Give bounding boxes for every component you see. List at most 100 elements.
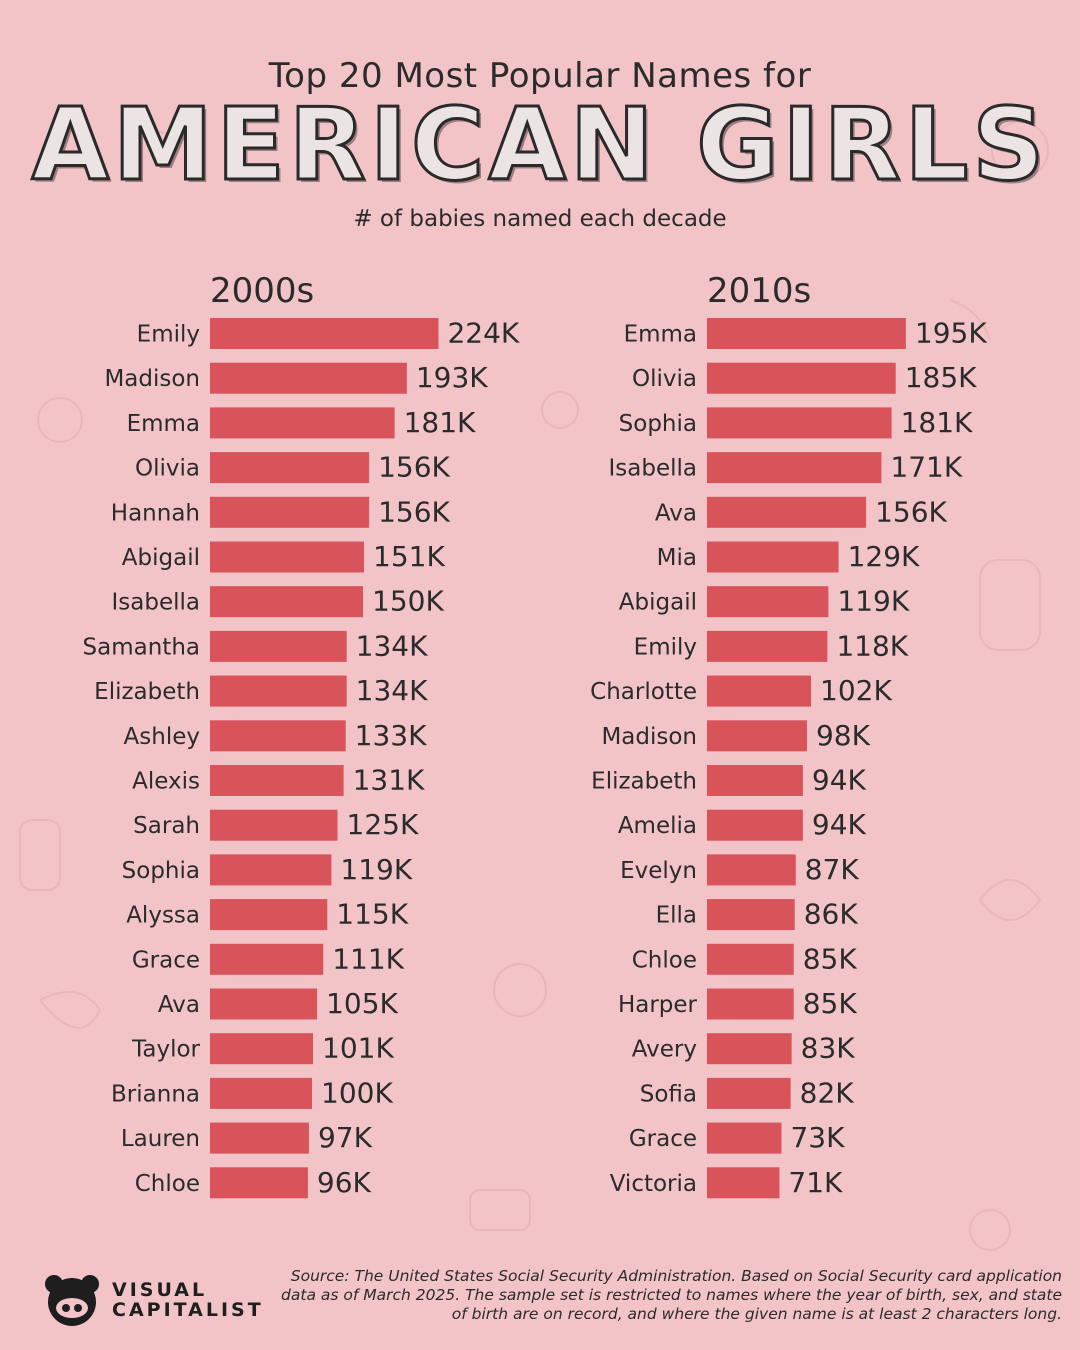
category-label: Isabella <box>609 456 698 482</box>
value-label: 85K <box>803 942 858 975</box>
value-label: 119K <box>837 585 909 618</box>
bar <box>210 809 338 841</box>
category-label: Elizabeth <box>94 679 200 705</box>
category-label: Ashley <box>124 724 200 750</box>
value-label: 96K <box>317 1166 372 1199</box>
bar <box>707 943 794 975</box>
category-label: Isabella <box>112 590 201 616</box>
category-label: Emily <box>137 322 200 348</box>
value-label: 171K <box>890 451 962 484</box>
value-label: 82K <box>800 1076 855 1109</box>
category-label: Sarah <box>133 813 200 839</box>
bar <box>210 541 365 573</box>
value-label: 151K <box>373 540 445 573</box>
value-label: 129K <box>848 540 920 573</box>
value-label: 73K <box>790 1121 845 1154</box>
pre-title: Top 20 Most Popular Names for <box>268 56 812 96</box>
category-label: Sophia <box>619 411 697 437</box>
category-label: Victoria <box>610 1171 697 1197</box>
value-label: 195K <box>915 317 987 350</box>
bar <box>707 318 906 349</box>
bar <box>707 899 795 931</box>
category-label: Olivia <box>632 366 697 392</box>
bar <box>210 362 407 394</box>
chart-panel-2010s: 2010s Emma 195K Olivia 185K Sophia 181K Isabell… <box>590 271 987 1199</box>
bar <box>210 675 347 707</box>
unit-subtitle: # of babies named each decade <box>353 206 727 232</box>
bar-charts: 2000s Emily 224K Madison 193K Emma 181K Olivia 1… <box>83 271 988 1199</box>
category-label: Olivia <box>135 456 200 482</box>
value-label: 150K <box>372 585 444 618</box>
bar <box>210 899 328 931</box>
bar <box>210 1167 308 1199</box>
value-label: 102K <box>820 674 892 707</box>
category-label: Amelia <box>618 813 697 839</box>
value-label: 156K <box>875 495 947 528</box>
bar <box>210 1077 312 1109</box>
category-label: Abigail <box>619 590 697 616</box>
category-label: Emily <box>634 634 697 660</box>
bar <box>707 809 803 841</box>
bar <box>210 407 395 439</box>
chart-panel-2000s: 2000s Emily 224K Madison 193K Emma 181K Olivia 1… <box>83 271 520 1199</box>
bar <box>707 1033 792 1065</box>
value-label: 115K <box>336 898 408 931</box>
bar <box>210 496 370 528</box>
panel-title-2000s: 2000s <box>210 271 314 311</box>
bar <box>707 675 812 707</box>
bar <box>210 1122 309 1154</box>
bar <box>707 541 839 573</box>
value-label: 224K <box>447 317 519 350</box>
category-label: Brianna <box>111 1081 200 1107</box>
value-label: 185K <box>905 361 977 394</box>
value-label: 181K <box>404 406 476 439</box>
category-label: Alyssa <box>126 903 200 929</box>
category-label: Grace <box>132 947 200 973</box>
bar <box>707 765 803 796</box>
source-note: Source: The United States Social Securit… <box>281 1267 1062 1323</box>
value-label: 134K <box>356 629 428 662</box>
bar <box>707 630 828 662</box>
bar <box>707 496 867 528</box>
bar <box>210 765 344 796</box>
category-label: Chloe <box>135 1171 200 1197</box>
value-label: 119K <box>340 853 412 886</box>
bar <box>707 586 829 618</box>
bar <box>210 854 332 886</box>
brand-name: VISUAL CAPITALIST <box>112 1280 264 1320</box>
bar <box>210 720 346 752</box>
bar <box>210 943 324 975</box>
value-label: 181K <box>901 406 973 439</box>
bar <box>707 407 892 439</box>
value-label: 94K <box>812 764 867 797</box>
main-title: AMERICAN GIRLS <box>30 85 1049 205</box>
category-label: Mia <box>657 545 697 571</box>
bar <box>210 318 439 349</box>
category-label: Ava <box>158 992 200 1018</box>
bar <box>210 452 370 484</box>
bar <box>707 452 882 484</box>
value-label: 94K <box>812 808 867 841</box>
panel-title-2010s: 2010s <box>707 271 811 311</box>
category-label: Sofia <box>640 1081 697 1107</box>
category-label: Hannah <box>111 500 200 526</box>
value-label: 131K <box>353 764 425 797</box>
category-label: Emma <box>127 411 200 437</box>
category-label: Taylor <box>131 1037 200 1063</box>
bar <box>707 988 794 1020</box>
category-label: Grace <box>629 1126 697 1152</box>
value-label: 193K <box>416 361 488 394</box>
value-label: 100K <box>321 1076 393 1109</box>
category-label: Samantha <box>83 634 200 660</box>
category-label: Evelyn <box>620 858 697 884</box>
bar <box>707 1122 782 1154</box>
value-label: 101K <box>322 1032 394 1065</box>
bar <box>707 854 796 886</box>
category-label: Madison <box>104 366 200 392</box>
value-label: 111K <box>332 942 404 975</box>
value-label: 105K <box>326 987 398 1020</box>
category-label: Charlotte <box>590 679 697 705</box>
category-label: Madison <box>601 724 697 750</box>
logo-mark-icon <box>45 1275 99 1326</box>
category-label: Elizabeth <box>591 769 697 795</box>
